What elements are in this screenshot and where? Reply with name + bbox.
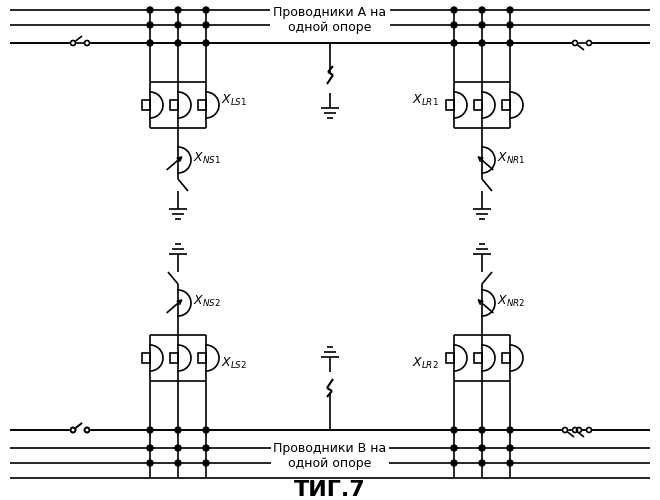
Bar	[474, 353, 482, 363]
Circle shape	[84, 428, 90, 432]
Circle shape	[84, 40, 90, 46]
Bar	[446, 100, 454, 110]
Text: $X_{NS2}$: $X_{NS2}$	[193, 294, 221, 308]
Circle shape	[71, 40, 75, 46]
Circle shape	[203, 445, 209, 451]
Circle shape	[175, 460, 181, 466]
Circle shape	[507, 445, 513, 451]
Circle shape	[147, 445, 153, 451]
Bar	[170, 100, 178, 110]
Circle shape	[572, 428, 578, 432]
Circle shape	[451, 22, 457, 28]
Circle shape	[479, 460, 485, 466]
Circle shape	[507, 22, 513, 28]
Circle shape	[71, 428, 75, 432]
Bar	[142, 100, 150, 110]
Text: $X_{NR2}$: $X_{NR2}$	[497, 294, 525, 308]
Bar	[502, 353, 510, 363]
Circle shape	[203, 427, 209, 433]
Circle shape	[479, 445, 485, 451]
Text: $X_{LR1}$: $X_{LR1}$	[412, 92, 439, 108]
Bar	[198, 353, 206, 363]
Circle shape	[451, 445, 457, 451]
Circle shape	[572, 40, 578, 46]
Circle shape	[507, 7, 513, 13]
Text: Проводники А на
одной опоре: Проводники А на одной опоре	[273, 6, 387, 34]
Text: $X_{LS1}$: $X_{LS1}$	[221, 92, 248, 108]
Bar	[502, 100, 510, 110]
Circle shape	[147, 427, 153, 433]
Circle shape	[562, 428, 568, 432]
Bar	[446, 353, 454, 363]
Circle shape	[175, 22, 181, 28]
Circle shape	[84, 428, 90, 432]
Circle shape	[479, 7, 485, 13]
Circle shape	[587, 40, 591, 46]
Text: ΤИГ.7: ΤИГ.7	[294, 480, 366, 500]
Circle shape	[147, 40, 153, 46]
Text: $X_{LR2}$: $X_{LR2}$	[412, 356, 439, 370]
Circle shape	[203, 7, 209, 13]
Circle shape	[479, 22, 485, 28]
Circle shape	[451, 427, 457, 433]
Bar	[474, 100, 482, 110]
Bar	[142, 353, 150, 363]
Circle shape	[147, 460, 153, 466]
Circle shape	[507, 460, 513, 466]
Circle shape	[71, 428, 75, 432]
Circle shape	[576, 428, 581, 432]
Circle shape	[507, 427, 513, 433]
Circle shape	[587, 428, 591, 432]
Circle shape	[147, 7, 153, 13]
Circle shape	[507, 40, 513, 46]
Circle shape	[479, 427, 485, 433]
Circle shape	[175, 40, 181, 46]
Circle shape	[451, 7, 457, 13]
Circle shape	[203, 22, 209, 28]
Circle shape	[203, 40, 209, 46]
Circle shape	[451, 460, 457, 466]
Bar	[198, 100, 206, 110]
Circle shape	[175, 445, 181, 451]
Text: Проводники В на
одной опоре: Проводники В на одной опоре	[273, 442, 387, 470]
Circle shape	[175, 427, 181, 433]
Circle shape	[175, 7, 181, 13]
Circle shape	[479, 40, 485, 46]
Circle shape	[451, 40, 457, 46]
Text: $X_{NR1}$: $X_{NR1}$	[497, 150, 525, 166]
Circle shape	[203, 460, 209, 466]
Text: $X_{NS1}$: $X_{NS1}$	[193, 150, 221, 166]
Bar	[170, 353, 178, 363]
Text: $X_{LS2}$: $X_{LS2}$	[221, 356, 247, 370]
Circle shape	[147, 22, 153, 28]
